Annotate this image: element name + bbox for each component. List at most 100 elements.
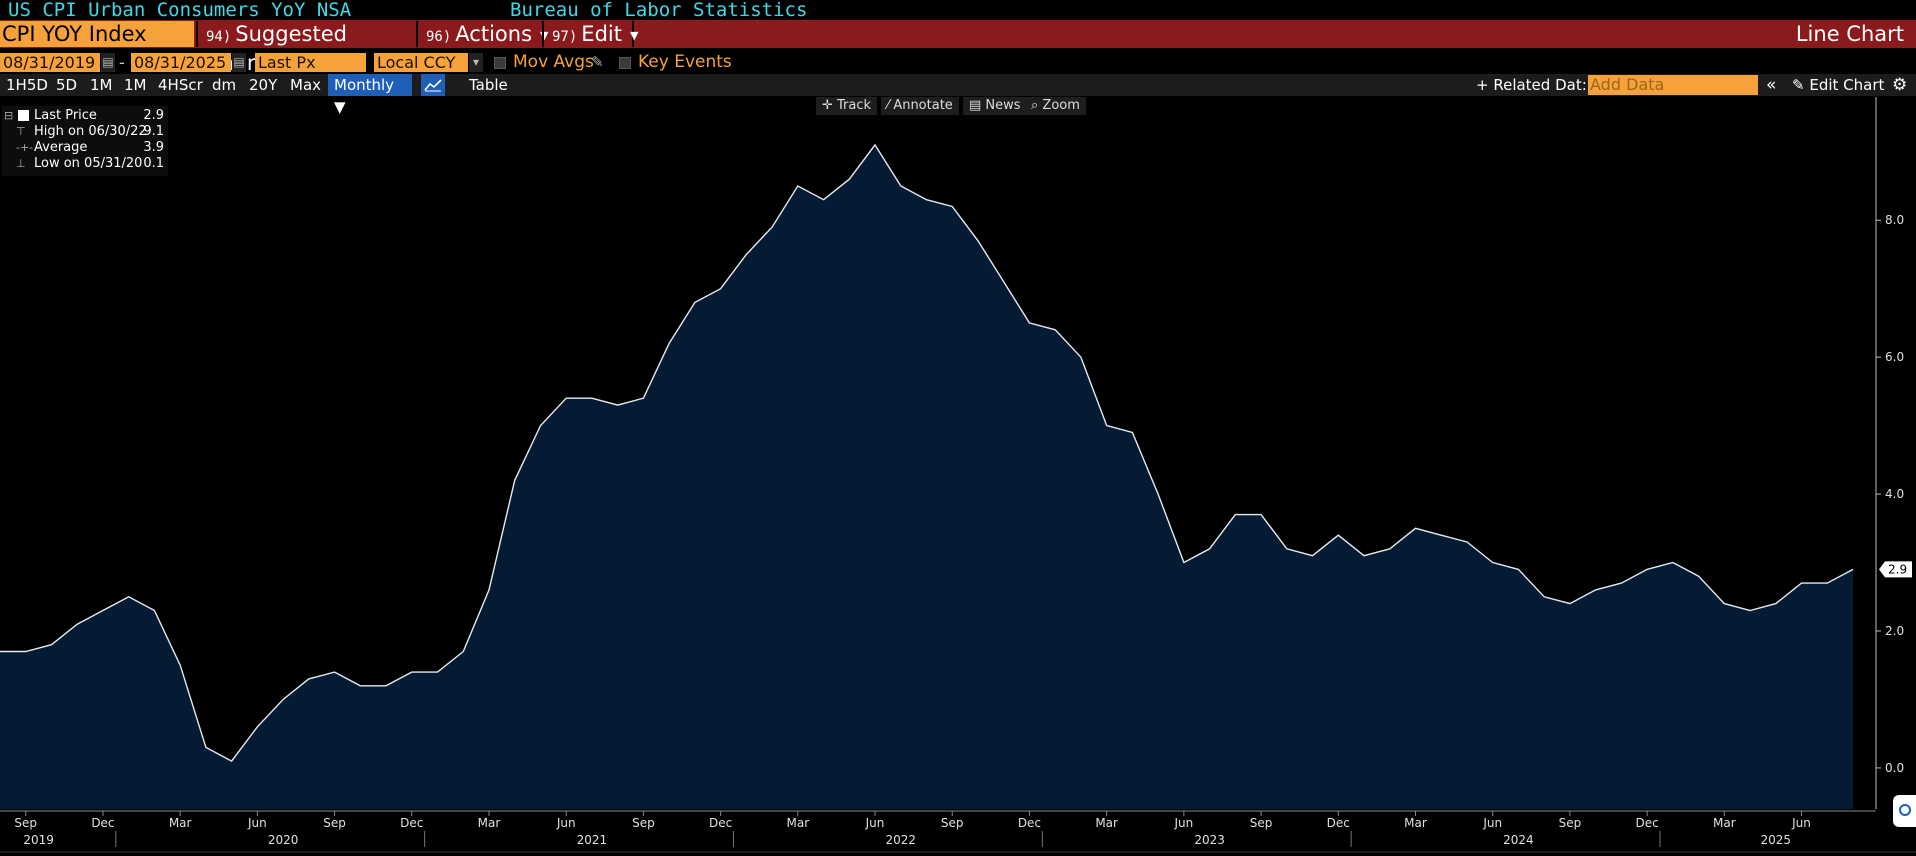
data-point (1054, 329, 1056, 331)
series-line (0, 143, 1854, 762)
data-point (797, 185, 799, 187)
start-date-field[interactable]: 08/31/2019 (0, 53, 100, 72)
menu-label: Actions (455, 22, 533, 46)
data-point (694, 301, 696, 303)
line-chart-icon[interactable] (421, 74, 445, 96)
x-tick-label: Jun (1482, 816, 1502, 830)
key-events-label: Key Events (638, 52, 732, 72)
edit-menu[interactable]: 97) Edit ▼ (542, 21, 638, 47)
data-point (1208, 548, 1210, 550)
frequency-dropdown[interactable]: Monthly ▼ (328, 74, 412, 116)
menu-number: 94) (206, 29, 232, 45)
period-4hscr[interactable]: 4HScr (158, 76, 203, 94)
data-point (1466, 541, 1468, 543)
x-tick-label: Jun (865, 816, 885, 830)
x-tick-label: Dec (1635, 816, 1658, 830)
x-tick-label: Mar (1095, 816, 1118, 830)
data-point (282, 698, 284, 700)
mov-avgs-checkbox[interactable] (494, 57, 506, 69)
data-point (1723, 602, 1725, 604)
x-tick-label: Jun (1173, 816, 1193, 830)
legend-average: -+- Average 3.9 (2, 140, 168, 156)
period-1h5d[interactable]: 1H5D (6, 76, 48, 94)
chart-type-label: Line Chart (1795, 22, 1904, 46)
data-point (1183, 561, 1185, 563)
currency-field[interactable]: Local CCY (374, 53, 468, 72)
actions-menu[interactable]: 96) Actions ▼ (416, 21, 548, 47)
data-point (308, 678, 310, 680)
data-point (1080, 356, 1082, 358)
data-point (1620, 582, 1622, 584)
y-tick-label: 4.0 (1885, 487, 1904, 501)
data-point (1800, 582, 1802, 584)
annotate-label: Annotate (893, 98, 953, 113)
edit-chart-label: Edit Chart (1809, 76, 1885, 94)
crosshair-icon: ✛ (822, 98, 838, 113)
related-data-button[interactable]: + Related Dat: (1476, 76, 1587, 94)
y-tick-label: 6.0 (1885, 350, 1904, 364)
data-point (745, 253, 747, 255)
data-point (1363, 555, 1365, 557)
suggested-charts-menu[interactable]: 94)Suggested Charts▼ (196, 21, 414, 75)
period-max[interactable]: Max (290, 76, 322, 94)
data-point (1826, 582, 1828, 584)
data-point (925, 199, 927, 201)
period-dm[interactable]: dm (212, 76, 237, 94)
legend-label: High on 06/30/22 (34, 124, 147, 139)
data-point (50, 644, 52, 646)
news-button[interactable]: ▤ News (963, 97, 1027, 115)
period-5d[interactable]: 5D (56, 76, 78, 94)
x-year-label: 2024 (1503, 833, 1534, 847)
data-point (900, 185, 902, 187)
x-tick-label: Sep (14, 816, 37, 830)
x-year-label: 2025 (1761, 833, 1792, 847)
data-point (411, 671, 413, 673)
security-title: US CPI Urban Consumers YoY NSA (8, 0, 352, 21)
data-point (977, 240, 979, 242)
data-point (179, 664, 181, 666)
data-point (1028, 322, 1030, 324)
data-point (1543, 596, 1545, 598)
edit-chart-button[interactable]: ✎ Edit Chart (1786, 74, 1890, 96)
table-button[interactable]: Table (469, 76, 508, 94)
data-point (1775, 602, 1777, 604)
track-button[interactable]: ✛ Track (816, 97, 878, 115)
low-marker-icon: ⊥ (16, 157, 26, 170)
calendar-icon[interactable]: ▤ (101, 53, 115, 72)
x-year-label: 2023 (1194, 833, 1225, 847)
ticker-field[interactable]: CPI YOY Index (0, 21, 194, 47)
x-year-label: 2019 (23, 833, 54, 847)
chart-area[interactable]: 0.0 2.0 4.0 6.0 8.0 2.9 Sep Dec Mar Jun Sep Dec Mar J… (0, 96, 1916, 856)
data-point (488, 589, 490, 591)
legend-label: Last Price (34, 108, 97, 123)
chart-toolbar (0, 74, 1916, 96)
news-icon: ▤ (969, 98, 986, 113)
zoom-button[interactable]: ⌕ Zoom (1025, 97, 1086, 115)
data-point (771, 226, 773, 228)
collapse-icon[interactable]: « (1766, 75, 1777, 95)
data-point (1440, 534, 1442, 536)
period-20y[interactable]: 20Y (249, 76, 278, 94)
annotate-button[interactable]: ⁄ Annotate (881, 97, 959, 115)
x-tick-label: Dec (91, 816, 114, 830)
x-tick-label: Mar (1404, 816, 1427, 830)
x-tick-label: Dec (400, 816, 423, 830)
pen-icon: ⁄ (887, 98, 894, 113)
chevron-down-icon[interactable]: ▾ (469, 53, 483, 72)
data-point (1594, 589, 1596, 591)
data-point (848, 178, 850, 180)
end-date-field[interactable]: 08/31/2025 (131, 53, 231, 72)
gear-icon[interactable]: ⚙ (1892, 75, 1908, 95)
track-label: Track (837, 98, 872, 113)
period-1m-alt[interactable]: 1M (124, 76, 147, 94)
period-1m[interactable]: 1M (90, 76, 113, 94)
mov-avgs-label: Mov Avgs (513, 52, 594, 72)
expand-icon[interactable]: ⊟ (4, 109, 14, 122)
pencil-icon[interactable]: ✎ (591, 53, 604, 71)
price-field[interactable]: Last Px (255, 53, 366, 72)
data-point (333, 671, 335, 673)
add-data-input[interactable]: Add Data (1588, 75, 1758, 95)
key-events-checkbox[interactable] (619, 57, 631, 69)
chat-icon[interactable] (1893, 795, 1916, 827)
calendar-icon[interactable]: ▤ (232, 53, 246, 72)
